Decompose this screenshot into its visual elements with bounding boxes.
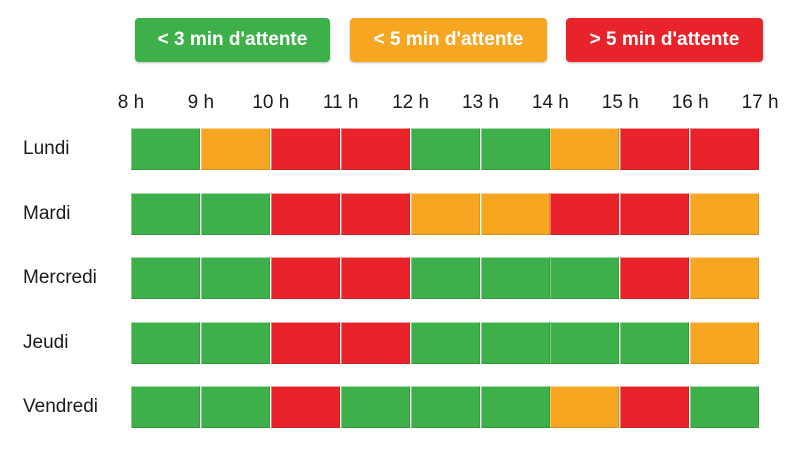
heatmap-cell-lt3 [480, 257, 550, 299]
heatmap-cell-lt5 [410, 192, 480, 235]
heatmap-cell-lt3 [410, 257, 480, 299]
heatmap-cell-gt5 [270, 128, 340, 170]
heatmap-cell-gt5 [620, 128, 690, 170]
hour-tick-label: 14 h [531, 92, 569, 113]
heatmap-cell-lt3 [131, 386, 200, 428]
heatmap-cell-lt3 [550, 257, 620, 299]
legend-item-lt3: < 3 min d'attente [135, 18, 330, 62]
heatmap-cell-gt5 [340, 128, 410, 170]
heatmap-cell-lt5 [550, 386, 620, 428]
heatmap-cell-lt5 [690, 321, 760, 364]
heatmap-cell-lt3 [480, 386, 550, 428]
heatmap-cell-lt3 [200, 321, 270, 364]
heatmap-cell-gt5 [340, 321, 410, 364]
legend-item-lt5: < 5 min d'attente [350, 18, 547, 62]
day-label: Vendredi [23, 396, 99, 417]
heatmap-cell-lt5 [690, 192, 760, 235]
heatmap-cell-lt3 [131, 128, 200, 170]
heatmap-cell-lt3 [131, 321, 200, 364]
hour-tick-label: 8 h [117, 92, 145, 113]
hour-tick-label: 11 h [322, 92, 359, 113]
heatmap-cell-gt5 [690, 128, 760, 170]
day-label: Mardi [23, 202, 71, 224]
heatmap-cell-lt3 [550, 321, 620, 364]
heatmap-cell-gt5 [270, 257, 340, 299]
hour-tick-label: 13 h [462, 92, 499, 113]
heatmap-cell-lt5 [550, 128, 620, 170]
hour-tick-label: 17 h [741, 92, 779, 113]
hour-tick-label: 9 h [187, 92, 215, 113]
heatmap-cell-lt3 [620, 321, 690, 364]
heatmap-cell-lt5 [690, 257, 760, 299]
heatmap-cell-lt3 [131, 257, 200, 299]
heatmap-cell-lt3 [200, 257, 270, 299]
heatmap-cell-lt3 [690, 386, 760, 428]
heatmap-cell-gt5 [340, 257, 410, 299]
hour-tick-label: 10 h [252, 92, 290, 113]
heatmap-cell-lt3 [410, 386, 480, 428]
heatmap-cell-lt3 [131, 192, 200, 235]
heatmap-cell-gt5 [270, 386, 340, 428]
hour-tick-label: 16 h [671, 92, 709, 113]
heatmap-cell-lt3 [480, 128, 550, 170]
heatmap-cell-gt5 [340, 192, 410, 235]
hour-tick-label: 12 h [392, 92, 430, 113]
heatmap-cell-lt3 [410, 321, 480, 364]
heatmap-cell-lt3 [480, 321, 550, 364]
heatmap-cell-lt3 [410, 128, 480, 170]
heatmap-cell-gt5 [620, 257, 690, 299]
heatmap-cell-gt5 [270, 192, 340, 235]
heatmap-cell-lt3 [340, 386, 410, 428]
heatmap-cell-lt3 [200, 386, 270, 428]
heatmap-cell-gt5 [620, 386, 690, 428]
heatmap-cell-lt5 [200, 128, 270, 170]
day-label: Jeudi [23, 331, 69, 353]
heatmap-cell-lt5 [480, 192, 550, 235]
day-label: Mercredi [23, 267, 97, 288]
heatmap-cell-lt3 [200, 192, 270, 235]
day-label: Lundi [23, 138, 70, 159]
hour-tick-label: 15 h [601, 92, 639, 113]
heatmap-cell-gt5 [270, 321, 340, 364]
legend-item-gt5: > 5 min d'attente [566, 18, 763, 62]
heatmap-cell-gt5 [620, 192, 690, 235]
heatmap-cell-gt5 [550, 192, 620, 235]
